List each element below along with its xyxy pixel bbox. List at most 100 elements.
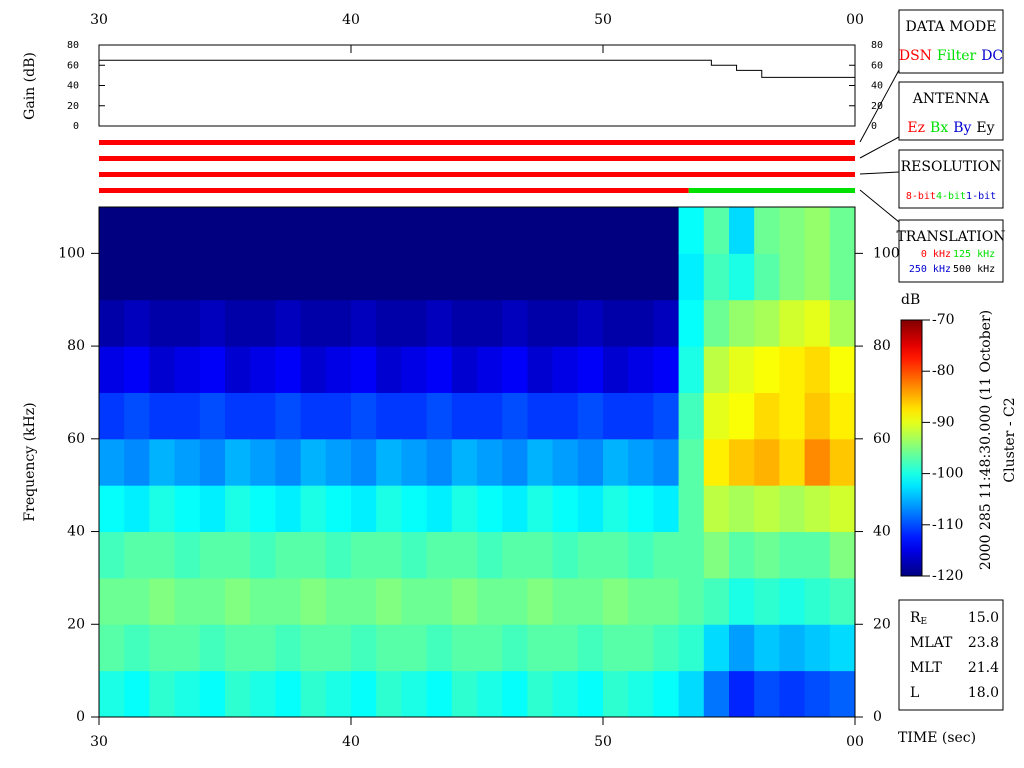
cell [300,531,327,579]
cell [552,253,579,301]
cell [174,392,201,440]
cell [376,624,402,672]
info-label-text: MLT [910,660,942,676]
cell [225,346,251,393]
cell [502,577,528,625]
cell [779,392,806,440]
colorbar-tick-label: -80 [932,363,955,379]
cell [754,346,780,393]
cell [754,392,780,440]
info-label: MLAT [910,635,953,651]
cell [703,299,730,347]
cell [149,485,176,533]
cell [325,624,352,672]
cell [603,485,629,533]
cell [804,624,831,672]
gain-y-label: Gain (dB) [22,52,38,120]
y-tick-label: 80 [871,40,883,51]
cell [376,577,402,625]
cell [603,392,629,440]
colorbar-tick-label: -70 [932,312,955,328]
y-tick-label: 0 [871,121,877,132]
y-tick-label: 40 [871,81,883,92]
cell [577,531,604,579]
cell [577,253,604,301]
cell [477,207,503,254]
cell [527,392,554,440]
cell [275,670,302,718]
cell [325,346,352,393]
cell [99,253,125,301]
status-bar [688,188,855,193]
legend-item: By [953,120,971,136]
cell [628,346,654,393]
cell [552,392,579,440]
legend-items: Ez Bx By Ey [907,120,994,136]
cell [527,670,554,718]
side-subtitle: Cluster - C2 [1002,397,1018,482]
cell [628,485,654,533]
cell [351,624,377,672]
cell [426,253,453,301]
cell [124,624,150,672]
cell [829,207,856,254]
cell [703,392,730,440]
cell [199,485,226,533]
legend-box-title: ANTENNA [912,91,990,107]
cell [99,392,125,440]
cell [477,253,503,301]
cell [351,346,377,393]
x-axis-label: TIME (sec) [898,730,976,746]
cell [527,577,554,625]
cell [552,207,579,254]
cell [703,531,730,579]
cell [225,577,251,625]
cell [703,438,730,486]
cell [527,346,554,393]
cell [829,577,856,625]
cell [300,207,327,254]
cell [804,670,831,718]
cell [426,438,453,486]
cell [678,346,705,393]
cell [502,670,528,718]
cell [451,253,478,301]
cell [527,253,554,301]
status-bar [99,156,855,161]
cell [426,670,453,718]
cell [603,346,629,393]
cell [426,624,453,672]
cell [401,624,428,672]
colorbar [900,319,923,577]
cell [99,299,125,347]
cell [754,299,780,347]
cell [401,670,428,718]
cell [250,531,276,579]
cell [703,207,730,254]
cell [376,531,402,579]
cell [729,299,755,347]
cell [502,624,528,672]
cell [149,670,176,718]
cell [225,392,251,440]
cell [124,207,150,254]
cell [250,346,276,393]
colorbar-label: dB [901,292,920,308]
cell [225,207,251,254]
cell [477,670,503,718]
cell [678,438,705,486]
cell [628,299,654,347]
cell [174,253,201,301]
cell [779,531,806,579]
cell [653,670,680,718]
connector [859,189,900,223]
cell [99,485,125,533]
legend-item: DC [981,48,1003,64]
colorbar-tick-label: -120 [932,568,963,584]
cell [552,577,579,625]
cell [99,438,125,486]
cell [174,624,201,672]
cell [124,577,150,625]
legend-item: 0 kHz [921,249,951,260]
cell [174,207,201,254]
